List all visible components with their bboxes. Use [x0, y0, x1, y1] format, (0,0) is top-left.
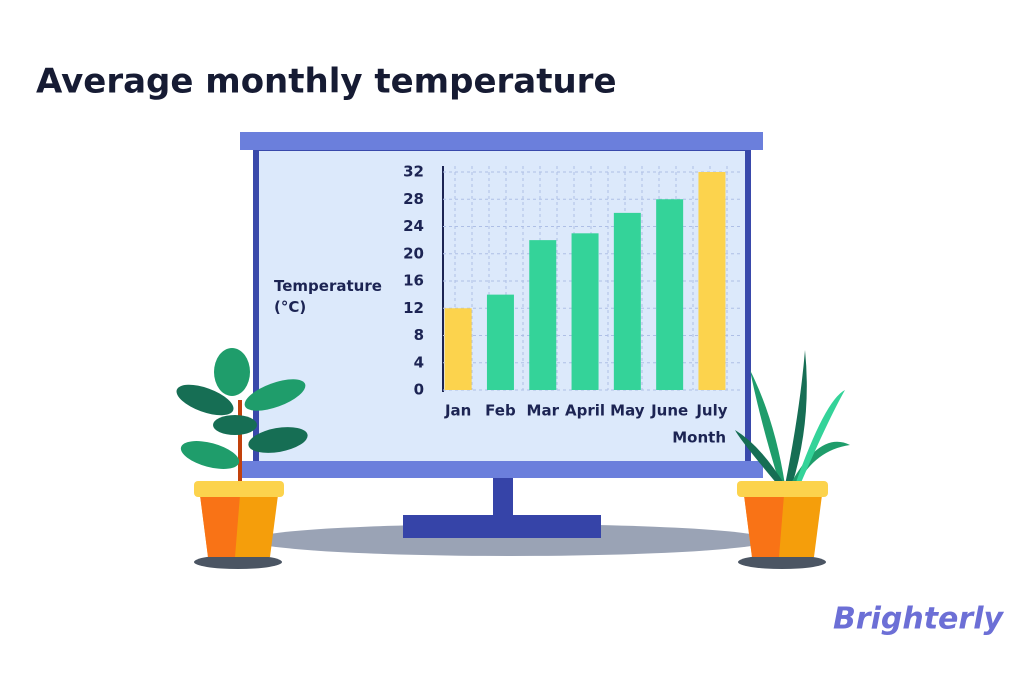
x-tick-label: Feb	[485, 402, 516, 420]
x-axis-label: Month	[672, 429, 726, 447]
y-tick-label: 32	[403, 163, 424, 181]
y-axis-label: Temperature (°C)	[274, 277, 382, 316]
stand-base	[403, 515, 601, 538]
left-plant	[176, 348, 308, 569]
bar	[486, 294, 514, 390]
x-tick-label: April	[565, 402, 605, 420]
x-tick-label: May	[610, 402, 645, 420]
shadow	[250, 524, 770, 556]
bar	[656, 199, 684, 390]
y-tick-label: 8	[414, 326, 424, 344]
x-tick-label: Mar	[527, 402, 560, 420]
x-tick-label: Jan	[444, 402, 471, 420]
y-tick-label: 24	[403, 217, 424, 235]
y-tick-label: 0	[414, 381, 424, 399]
board-top	[240, 132, 763, 150]
y-tick-label: 12	[403, 299, 424, 317]
bar	[444, 308, 472, 390]
y-tick-label: 20	[403, 244, 424, 262]
board-bottom	[240, 461, 763, 478]
brand-logo: Brighterly	[833, 602, 1005, 637]
right-plant	[735, 350, 850, 569]
x-tick-label: July	[695, 402, 727, 420]
y-tick-label: 16	[403, 272, 424, 290]
bar	[571, 233, 599, 390]
chart-title: Average monthly temperature	[36, 62, 617, 102]
y-tick-label: 28	[403, 190, 424, 208]
y-tick-label: 4	[414, 353, 424, 371]
x-tick-label: June	[650, 402, 688, 420]
stand	[493, 478, 513, 516]
bar	[529, 240, 557, 390]
bar	[613, 212, 641, 390]
bar	[698, 172, 726, 390]
